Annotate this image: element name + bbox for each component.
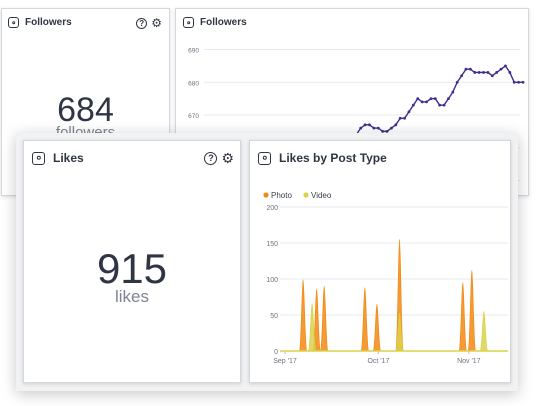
data-point [482, 71, 485, 74]
instagram-icon [8, 17, 19, 28]
data-point [504, 64, 507, 68]
likes-kpi-card: Likes ? ⚙ 915 likes [23, 140, 241, 383]
data-point [416, 97, 420, 101]
photo-peak [467, 269, 477, 352]
likes-unit-label: likes [114, 287, 149, 306]
data-point [460, 74, 463, 78]
data-point [477, 71, 481, 74]
data-point [381, 129, 385, 133]
video-peak [479, 310, 489, 352]
data-point [376, 126, 380, 130]
likes-area-chart: Photo Video 200 150 100 50 0 Sep '17 Oct '17 Nov … [263, 191, 508, 365]
photo-peak [319, 285, 329, 352]
data-point [468, 67, 472, 71]
instagram-icon [258, 151, 271, 165]
y-tick-label: 670 [188, 113, 199, 120]
data-point [398, 116, 402, 120]
gear-icon[interactable]: ⚙ [221, 150, 234, 166]
x-tick-label: Oct '17 [367, 358, 389, 365]
likes-chart-header: Likes by Post Type [250, 141, 510, 165]
data-point [411, 103, 415, 107]
y-tick-label: 690 [188, 48, 199, 55]
data-point [407, 110, 411, 114]
data-point [390, 126, 393, 130]
help-icon[interactable]: ? [136, 17, 148, 29]
video-peak [395, 312, 404, 352]
photo-peak [360, 287, 370, 352]
photo-peak [395, 238, 404, 352]
data-point [385, 129, 389, 133]
help-icon[interactable]: ? [204, 151, 218, 165]
likes-count: 915 [96, 245, 168, 292]
data-point [420, 100, 424, 104]
data-point [521, 80, 525, 84]
data-point [425, 100, 428, 104]
followers-kpi-title: Followers [25, 17, 72, 28]
data-point [359, 126, 363, 130]
x-tick-label: Sep '17 [273, 358, 297, 365]
data-point [473, 71, 477, 74]
y-tick-label: 50 [270, 313, 278, 320]
likes-chart-title: Likes by Post Type [279, 151, 387, 165]
photo-peak [372, 303, 382, 352]
video-peak [307, 303, 317, 352]
followers-kpi-tools: ? ⚙ [136, 17, 162, 29]
instagram-icon [183, 17, 194, 28]
legend-marker-video [303, 192, 309, 198]
y-tick-label: 100 [266, 277, 278, 284]
photo-peak [298, 279, 308, 352]
legend-label-video: Video [311, 191, 332, 200]
data-point [372, 126, 376, 130]
x-tick-label: Nov '17 [457, 358, 481, 365]
followers-chart-title: Followers [200, 17, 247, 28]
legend-label-photo: Photo [271, 191, 292, 200]
followers-count: 684 [57, 91, 114, 129]
data-point [363, 123, 367, 127]
data-point [455, 80, 459, 84]
data-point [495, 71, 499, 74]
data-point [451, 90, 455, 94]
gear-icon[interactable]: ⚙ [151, 16, 162, 30]
data-point [486, 71, 490, 74]
data-point [490, 74, 494, 78]
likes-kpi-title: Likes [53, 151, 84, 165]
instagram-icon [32, 151, 45, 165]
y-tick-label: 680 [188, 80, 199, 87]
legend-marker-photo [263, 192, 269, 198]
data-point [368, 123, 371, 127]
y-tick-label: 0 [274, 349, 278, 356]
y-tick-label: 200 [266, 205, 278, 212]
data-point [508, 71, 512, 74]
data-point [499, 67, 503, 71]
data-point [429, 97, 433, 101]
likes-kpi-header: Likes [24, 141, 240, 165]
data-point [517, 80, 521, 84]
data-point [512, 80, 516, 84]
data-point [442, 103, 446, 107]
data-point [464, 67, 468, 71]
followers-kpi-header: Followers [2, 9, 169, 28]
followers-chart-header: Followers [176, 9, 528, 28]
data-point [403, 116, 406, 120]
likes-by-post-type-card: Likes by Post Type Photo Video 200 150 100 50… [249, 140, 511, 383]
photo-peak [458, 282, 468, 352]
likes-kpi-tools: ? ⚙ [204, 151, 234, 165]
data-point [438, 103, 442, 107]
data-point [447, 97, 450, 101]
y-tick-label: 150 [266, 241, 278, 248]
data-point [433, 97, 437, 101]
data-point [394, 123, 398, 127]
